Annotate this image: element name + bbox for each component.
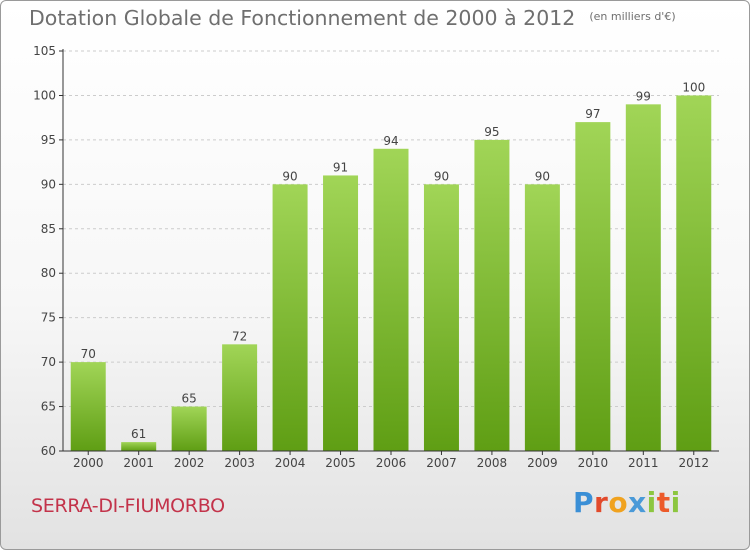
x-tick-label: 2009 xyxy=(527,456,558,470)
y-tick-label: 75 xyxy=(41,311,56,325)
bar-2001 xyxy=(121,442,157,451)
bar-2006 xyxy=(373,148,409,451)
bar-2005 xyxy=(323,175,359,451)
data-label: 90 xyxy=(535,169,550,183)
data-label: 72 xyxy=(232,329,247,343)
x-tick-label: 2004 xyxy=(275,456,306,470)
x-tick-label: 2008 xyxy=(477,456,508,470)
data-label: 95 xyxy=(484,125,499,139)
bar-2010 xyxy=(575,122,611,451)
bar-2000 xyxy=(70,362,106,451)
logo-letter: x xyxy=(628,486,647,519)
data-label: 100 xyxy=(682,80,705,94)
y-tick-label: 105 xyxy=(33,44,56,58)
data-label: 65 xyxy=(182,392,197,406)
x-tick-label: 2005 xyxy=(325,456,356,470)
y-tick-label: 65 xyxy=(41,400,56,414)
data-label: 90 xyxy=(282,169,297,183)
x-tick-label: 2003 xyxy=(224,456,255,470)
y-tick-label: 85 xyxy=(41,222,56,236)
data-label: 90 xyxy=(434,169,449,183)
bar-2009 xyxy=(524,184,560,452)
bar-2003 xyxy=(222,344,258,451)
x-tick-label: 2001 xyxy=(123,456,154,470)
bar-2011 xyxy=(625,104,661,451)
axis-layer xyxy=(59,49,719,455)
data-label: 70 xyxy=(81,347,96,361)
x-tick-label: 2006 xyxy=(376,456,407,470)
data-label: 61 xyxy=(131,427,146,441)
data-label: 94 xyxy=(383,134,398,148)
x-tick-label: 2007 xyxy=(426,456,457,470)
logo-letter: r xyxy=(594,486,609,519)
y-tick-label: 70 xyxy=(41,355,56,369)
chart-subtitle: (en milliers d'€) xyxy=(589,10,676,23)
logo-letter: t xyxy=(656,486,671,519)
y-tick-label: 100 xyxy=(33,88,56,102)
x-tick-label: 2011 xyxy=(628,456,659,470)
y-tick-label: 95 xyxy=(41,133,56,147)
chart-title: Dotation Globale de Fonctionnement de 20… xyxy=(29,6,576,30)
bars-layer xyxy=(70,95,712,452)
bar-2004 xyxy=(272,184,308,452)
bar-2007 xyxy=(423,184,459,452)
data-label: 99 xyxy=(636,89,651,103)
logo-letter: P xyxy=(573,486,595,519)
commune-name: SERRA-DI-FIUMORBO xyxy=(31,495,225,517)
title-row: Dotation Globale de Fonctionnement de 20… xyxy=(29,6,676,30)
logo-letter: i xyxy=(646,486,657,519)
y-tick-label: 80 xyxy=(41,266,56,280)
data-label: 91 xyxy=(333,160,348,174)
x-tick-label: 2002 xyxy=(174,456,205,470)
y-tick-label: 60 xyxy=(41,444,56,458)
bar-2008 xyxy=(474,139,510,451)
proxiti-logo: Proxiti xyxy=(573,486,681,519)
data-label: 97 xyxy=(585,107,600,121)
x-tick-label: 2010 xyxy=(578,456,609,470)
bar-2002 xyxy=(171,406,207,451)
bar-2012 xyxy=(676,95,712,451)
logo-letter: o xyxy=(608,486,629,519)
x-tick-label: 2012 xyxy=(678,456,709,470)
bar-chart: 60 65 70 75 80 85 90 95 100 105 70 2000 61 2001 65 2002… xyxy=(33,44,719,470)
y-tick-label: 90 xyxy=(41,177,56,191)
labels-layer: 60 65 70 75 80 85 90 95 100 105 70 2000 61 2001 65 2002… xyxy=(33,44,709,470)
x-tick-label: 2000 xyxy=(73,456,104,470)
logo-letter: i xyxy=(670,486,681,519)
